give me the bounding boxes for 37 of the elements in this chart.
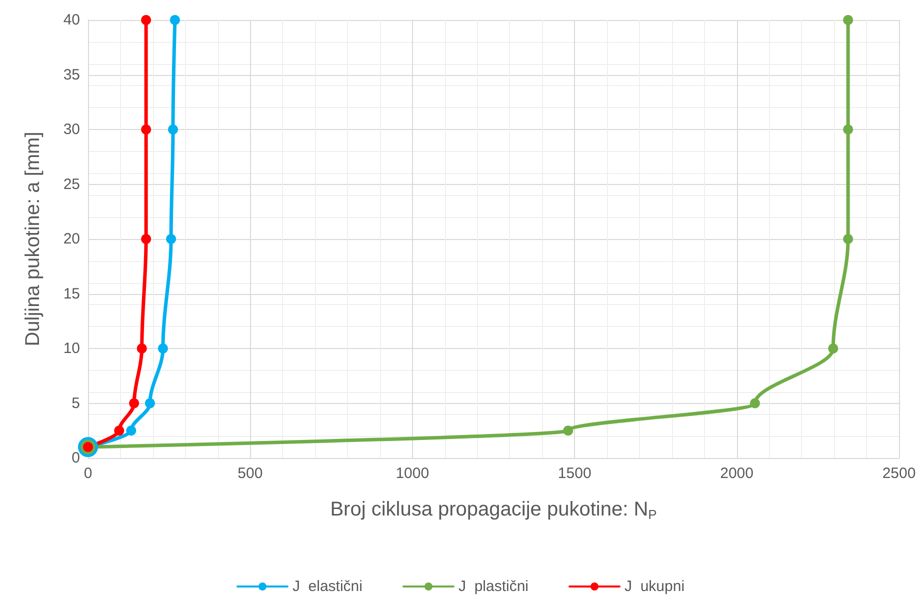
x-tick-label: 2500 bbox=[882, 465, 916, 482]
point bbox=[141, 234, 152, 244]
x-tick-label: 0 bbox=[84, 465, 92, 482]
point bbox=[166, 234, 176, 244]
point bbox=[144, 398, 155, 408]
point bbox=[828, 344, 838, 354]
point bbox=[843, 234, 854, 244]
legend-label: J ukupni bbox=[624, 578, 685, 595]
point bbox=[168, 124, 178, 134]
point bbox=[126, 426, 136, 436]
legend-label: J elastični bbox=[292, 578, 362, 595]
point bbox=[563, 426, 574, 436]
y-tick-label: 40 bbox=[63, 12, 80, 28]
point bbox=[750, 398, 760, 408]
point bbox=[843, 15, 854, 25]
y-tick-label: 25 bbox=[63, 176, 80, 193]
point bbox=[170, 15, 180, 25]
point bbox=[141, 15, 152, 25]
x-tick-label: 1000 bbox=[396, 465, 430, 482]
x-tick-label: 1500 bbox=[558, 465, 592, 482]
y-tick-label: 30 bbox=[63, 121, 80, 138]
point bbox=[114, 426, 124, 436]
y-tick-label: 10 bbox=[63, 340, 80, 357]
x-tick-label: 2000 bbox=[720, 465, 754, 482]
point bbox=[141, 124, 152, 134]
point bbox=[136, 344, 147, 354]
y-tick-label: 20 bbox=[63, 230, 80, 248]
point bbox=[158, 344, 168, 354]
y-tick-label: 5 bbox=[72, 394, 80, 412]
point bbox=[843, 124, 854, 134]
y-tick-label: 35 bbox=[63, 66, 80, 84]
point bbox=[129, 398, 140, 408]
y-tick-label: 0 bbox=[72, 450, 80, 466]
legend-label: J plastični bbox=[458, 578, 529, 595]
x-tick-label: 500 bbox=[238, 465, 263, 482]
y-axis-title: Duljina pukotine: a [mm] bbox=[22, 132, 44, 346]
y-tick-label: 15 bbox=[63, 285, 80, 302]
